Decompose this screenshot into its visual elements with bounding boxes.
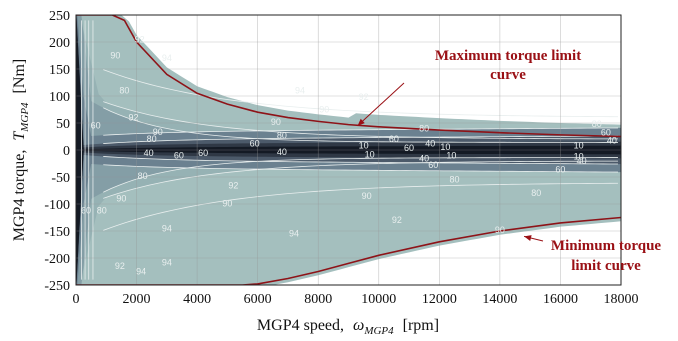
contour-label: 94 xyxy=(136,267,146,277)
min-torque-limit-curve xyxy=(76,216,621,285)
contour-94-lower xyxy=(103,182,618,231)
x-tick-label: 8000 xyxy=(304,292,332,307)
contour-label: 40 xyxy=(577,156,587,166)
contour-label: 10 xyxy=(446,150,456,160)
x-tick-label: 0 xyxy=(73,292,80,307)
contour-label: 10 xyxy=(365,149,375,159)
contour-label: 10 xyxy=(359,141,369,151)
contour-60-upper xyxy=(103,135,618,144)
contour-label: 92 xyxy=(129,113,139,123)
contour-label: 90 xyxy=(110,51,120,61)
contour-label: 92 xyxy=(135,34,145,44)
y-tick-label: 0 xyxy=(63,144,70,159)
contour-label: 90 xyxy=(271,117,281,127)
contour-label: 40 xyxy=(607,135,617,145)
y-tick-label: 200 xyxy=(49,36,70,51)
contour-label: 94 xyxy=(162,223,172,233)
contour-92-upper xyxy=(103,101,618,140)
max-limit-annotation-line1: Maximum torque limit xyxy=(435,48,581,64)
contour-label: 60 xyxy=(428,160,438,170)
x-tick-label: 10000 xyxy=(361,292,396,307)
contour-label: 40 xyxy=(425,139,435,149)
plot-frame xyxy=(75,14,622,286)
contour-label: 40 xyxy=(419,154,429,164)
contour-label: 92 xyxy=(359,92,369,102)
contour-92-lower xyxy=(103,160,618,199)
contour-label: 80 xyxy=(531,188,541,198)
contour-label: 92 xyxy=(392,215,402,225)
contour-label: 40 xyxy=(277,147,287,157)
contour-label: 60 xyxy=(91,121,101,131)
contour-label: 10 xyxy=(574,141,584,151)
contour-label: 90 xyxy=(116,194,126,204)
contour-80-lower xyxy=(103,164,618,173)
y-tick-label: 100 xyxy=(49,90,70,105)
contour-label: 94 xyxy=(289,229,299,239)
min-limit-annotation-line1: Minimum torque xyxy=(551,238,661,254)
contour-label: 10 xyxy=(574,151,584,161)
contour-label: 80 xyxy=(147,134,157,144)
x-axis-label: MGP4 speed, ωMGP4 [rpm] xyxy=(257,317,439,338)
y-axis-label: MGP4 torque, TMGP4 [Nm] xyxy=(11,59,32,241)
y-tick-label: 50 xyxy=(56,117,70,132)
y-tick-label: 250 xyxy=(49,9,70,24)
y-tick-label: -200 xyxy=(44,252,70,267)
contour-label: 80 xyxy=(277,130,287,140)
min-limit-annotation-line2: limit curve xyxy=(571,258,641,274)
contour-label: 10 xyxy=(440,142,450,152)
contour-label: 94 xyxy=(162,257,172,267)
contour-60-lower xyxy=(103,156,618,165)
x-tick-label: 12000 xyxy=(422,292,457,307)
y-tick-label: -50 xyxy=(51,171,70,186)
contour-80-upper xyxy=(103,127,618,136)
contour-label: 92 xyxy=(115,261,125,271)
contour-label: 60 xyxy=(81,205,91,215)
contour-label: 60 xyxy=(250,139,260,149)
contour-label: 80 xyxy=(592,119,602,129)
contour-label: 90 xyxy=(222,198,232,208)
contour-label: 60 xyxy=(174,150,184,160)
contour-label: 40 xyxy=(144,148,154,158)
contour-label: 90 xyxy=(495,225,505,235)
contour-label: 60 xyxy=(198,148,208,158)
x-tick-label: 18000 xyxy=(604,292,639,307)
contour-94-upper xyxy=(103,69,618,118)
contour-label: 94 xyxy=(162,53,172,63)
contour-label: 60 xyxy=(389,134,399,144)
contour-label: 60 xyxy=(555,164,565,174)
annotations: Maximum torque limit curve Minimum torqu… xyxy=(357,48,661,274)
x-tick-label: 6000 xyxy=(244,292,272,307)
y-tick-label: -150 xyxy=(44,225,70,240)
contour-label: 80 xyxy=(97,205,107,215)
max-limit-annotation-line2: curve xyxy=(490,67,526,83)
contour-label: 80 xyxy=(138,171,148,181)
min-limit-arrowhead xyxy=(524,235,532,241)
x-tick-label: 16000 xyxy=(543,292,578,307)
max-torque-limit-curve xyxy=(76,15,621,138)
y-tick-label: 150 xyxy=(49,63,70,78)
contour-label: 80 xyxy=(119,86,129,96)
max-limit-arrowhead xyxy=(357,118,365,126)
contour-label: 90 xyxy=(362,191,372,201)
torque-limit-curves xyxy=(76,15,621,285)
x-tick-label: 14000 xyxy=(482,292,517,307)
y-tick-label: -100 xyxy=(44,198,70,213)
max-limit-arrow xyxy=(357,82,405,127)
contour-label: 90 xyxy=(319,105,329,115)
contour-label: 60 xyxy=(601,128,611,138)
x-tick-label: 4000 xyxy=(183,292,211,307)
contour-label: 90 xyxy=(153,127,163,137)
contour-label: 94 xyxy=(295,86,305,96)
contour-label: 80 xyxy=(419,123,429,133)
x-tick-labels: 0 2000 4000 6000 8000 10000 12000 14000 16000 180… xyxy=(73,292,639,307)
contour-label: 92 xyxy=(228,181,238,191)
contour-label: 60 xyxy=(404,143,414,153)
contour-label: 80 xyxy=(449,175,459,185)
y-tick-labels: 250 200 150 100 50 0 -50 -100 -150 -200 -250 xyxy=(44,9,70,294)
y-tick-label: -250 xyxy=(44,279,70,294)
x-tick-label: 2000 xyxy=(123,292,151,307)
